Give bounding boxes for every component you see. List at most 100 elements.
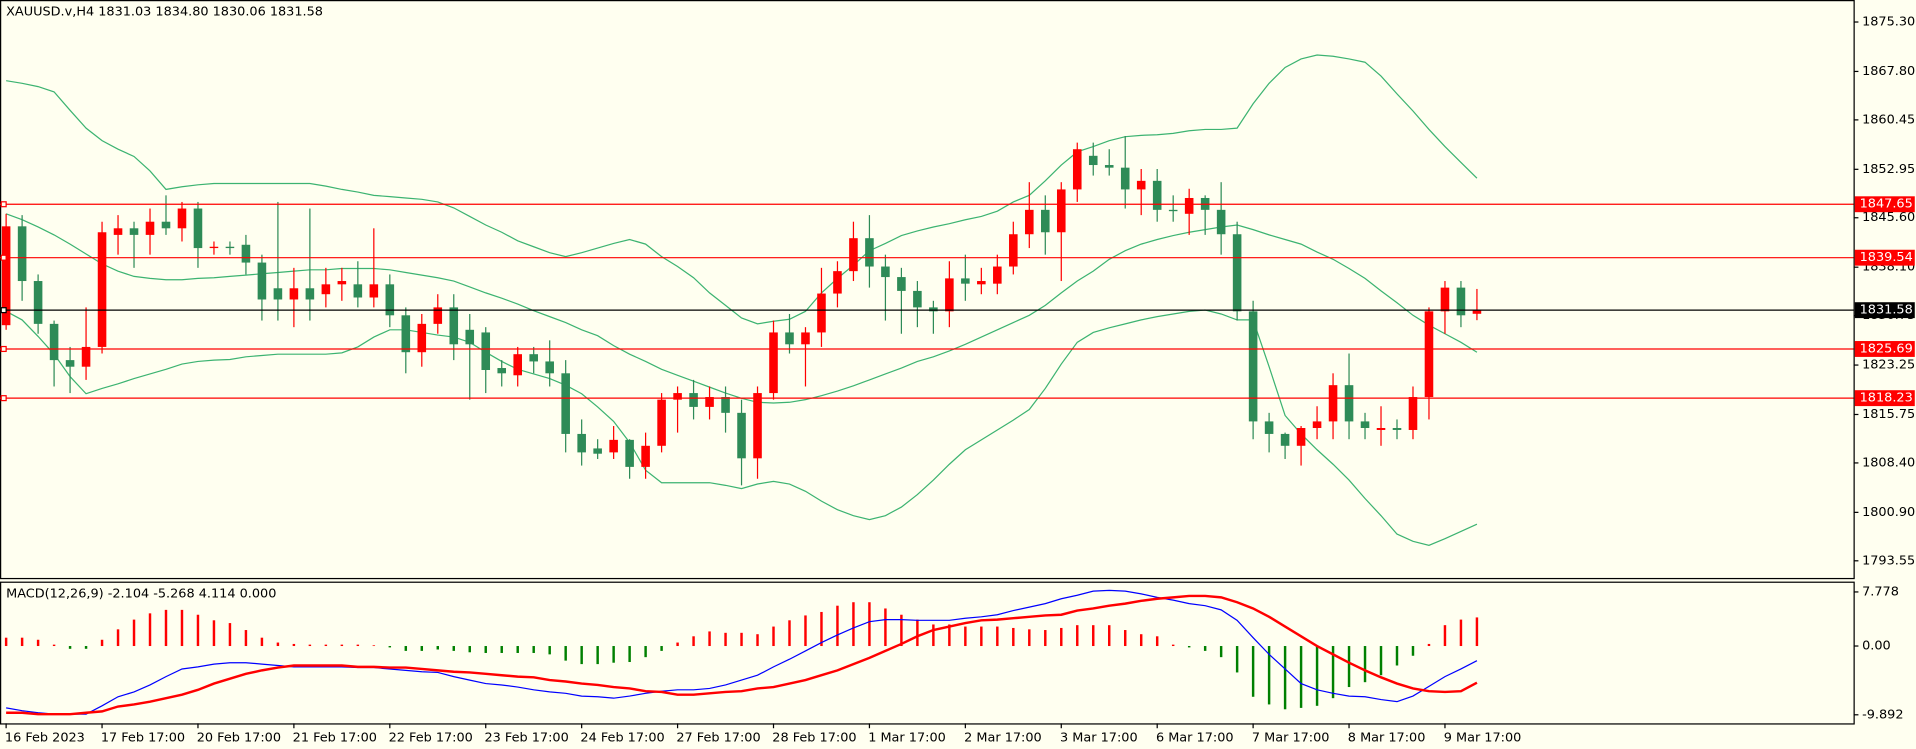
candle-body <box>1280 433 1290 446</box>
macd-histogram-bar <box>1251 646 1255 697</box>
candle-body <box>65 360 75 367</box>
candle-body <box>545 361 554 374</box>
macd-histogram-bar <box>756 634 759 647</box>
level-label-box <box>1854 390 1915 407</box>
macd-histogram-bar <box>580 646 583 665</box>
y-tick-label: 1867.80 <box>1862 64 1915 79</box>
macd-histogram-bar <box>196 614 200 647</box>
candle-body <box>785 332 794 345</box>
macd-histogram-bar <box>1315 646 1319 706</box>
y-tick-label: 1815.75 <box>1862 407 1915 422</box>
candle-body <box>657 399 666 446</box>
macd-histogram-bar <box>1395 646 1399 666</box>
macd-histogram-bar <box>772 626 775 647</box>
candle-body <box>849 238 858 272</box>
candle-body <box>1120 167 1130 190</box>
x-tick-label: 21 Feb 17:00 <box>293 731 377 746</box>
macd-histogram-bar <box>1139 634 1143 647</box>
macd-histogram-bar <box>516 646 519 653</box>
macd-histogram-bar <box>292 643 296 647</box>
candle-body <box>769 332 778 394</box>
candle-body <box>337 281 347 285</box>
macd-histogram-bar <box>1331 646 1335 699</box>
candle-body <box>145 221 155 235</box>
macd-histogram-bar <box>500 646 503 653</box>
macd-histogram-bar <box>964 626 967 647</box>
x-tick-label: 23 Feb 17:00 <box>485 731 569 746</box>
candle-body <box>1072 149 1082 190</box>
macd-histogram-bar <box>1235 646 1239 673</box>
macd-histogram-bar <box>1108 625 1111 647</box>
macd-histogram-bar <box>212 620 216 647</box>
y-tick-label: -9.892 <box>1862 707 1903 722</box>
macd-histogram-bar <box>724 632 727 647</box>
candle-body <box>257 262 267 300</box>
macd-histogram-bar <box>36 639 40 647</box>
x-tick-label: 22 Feb 17:00 <box>389 731 473 746</box>
candle-body <box>593 448 602 454</box>
level-anchor <box>0 307 7 314</box>
candle-body <box>561 373 570 434</box>
macd-histogram-bar <box>1171 644 1175 647</box>
candle-body <box>1424 311 1434 398</box>
x-tick-label: 3 Mar 17:00 <box>1060 731 1138 746</box>
macd-histogram-bar <box>692 636 695 647</box>
macd-histogram-bar <box>484 646 487 653</box>
macd-histogram-bar <box>116 629 120 647</box>
candle-body <box>977 281 986 285</box>
macd-histogram-bar <box>244 630 248 647</box>
candle-body <box>273 288 283 300</box>
x-tick-label: 2 Mar 17:00 <box>964 731 1042 746</box>
candle-body <box>289 288 299 300</box>
candle-body <box>1009 234 1018 267</box>
macd-panel-frame <box>0 581 1855 725</box>
macd-histogram-bar <box>324 644 328 647</box>
macd-histogram-bar <box>532 646 535 653</box>
macd-histogram-bar <box>340 644 344 647</box>
x-tick-label: 8 Mar 17:00 <box>1348 731 1426 746</box>
macd-histogram-bar <box>420 646 424 651</box>
y-tick-label: 1823.25 <box>1862 358 1915 373</box>
macd-histogram-bar <box>884 608 887 647</box>
macd-histogram-bar <box>276 642 280 647</box>
x-tick-label: 27 Feb 17:00 <box>676 731 760 746</box>
candle-body <box>1025 209 1034 235</box>
candle-body <box>1296 428 1306 446</box>
candle-body <box>1232 234 1242 312</box>
macd-histogram-bar <box>404 646 408 651</box>
candle-body <box>1312 421 1322 429</box>
macd-histogram-bar <box>1219 646 1223 658</box>
macd-histogram-bar <box>900 614 903 647</box>
macd-histogram-bar <box>164 609 168 647</box>
candle-body <box>1040 209 1050 233</box>
candle-body <box>817 293 826 333</box>
y-tick-label: 0.00 <box>1862 639 1891 654</box>
candle-body <box>385 284 395 316</box>
candle-body <box>497 368 507 374</box>
candle-body <box>321 284 331 295</box>
macd-histogram-bar <box>676 642 679 647</box>
macd-histogram-bar <box>84 646 88 649</box>
candle-body <box>129 228 139 235</box>
candle-body <box>97 232 107 347</box>
level-anchor <box>0 201 7 208</box>
macd-histogram-bar <box>788 620 791 647</box>
macd-histogram-bar <box>1060 627 1063 647</box>
macd-histogram-bar <box>356 644 360 647</box>
macd-histogram-bar <box>548 646 551 655</box>
candle-body <box>961 278 970 284</box>
level-anchor <box>0 254 7 261</box>
macd-histogram-bar <box>1044 630 1047 647</box>
macd-histogram-bar <box>20 637 24 647</box>
candle-body <box>449 307 459 345</box>
macd-histogram-bar <box>1155 636 1159 647</box>
macd-histogram-bar <box>1427 643 1431 647</box>
x-tick-label: 16 Feb 2023 <box>5 731 85 746</box>
macd-histogram-bar <box>644 646 647 658</box>
macd-histogram-bar <box>132 619 136 647</box>
x-tick-label: 1 Mar 17:00 <box>868 731 946 746</box>
macd-histogram-bar <box>100 639 104 647</box>
candle-body <box>1088 155 1098 166</box>
